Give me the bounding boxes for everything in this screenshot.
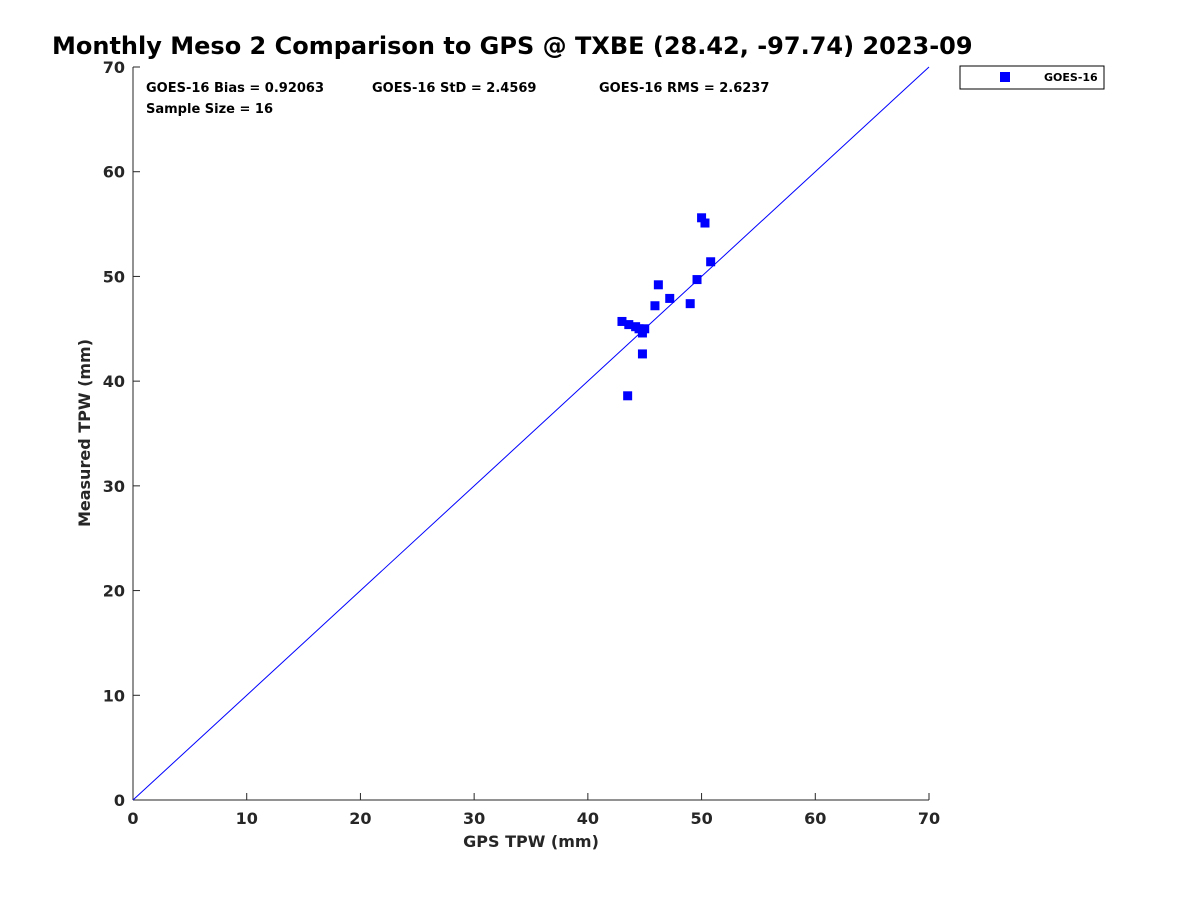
x-tick-label: 70	[918, 809, 940, 828]
legend: GOES-16	[959, 65, 1105, 90]
data-point	[623, 391, 633, 401]
data-point	[700, 218, 710, 228]
plot-area: 0 10 20 30 40 50 60 70 0 10 20 30 40 50 60 70	[103, 58, 940, 828]
data-point	[640, 324, 650, 334]
legend-label: GOES-16	[1044, 71, 1098, 84]
data-point	[685, 299, 695, 309]
sample-size-annotation: Sample Size = 16	[146, 102, 273, 117]
data-point	[692, 275, 702, 285]
x-axis-label: GPS TPW (mm)	[463, 832, 599, 851]
rms-annotation: GOES-16 RMS = 2.6237	[599, 81, 769, 96]
data-point	[650, 301, 660, 311]
y-tick-label: 0	[114, 791, 125, 810]
y-tick-label: 20	[103, 582, 125, 601]
legend-box	[959, 65, 1105, 90]
std-annotation: GOES-16 StD = 2.4569	[372, 81, 536, 96]
y-axis-label: Measured TPW (mm)	[75, 339, 94, 527]
chart-title: Monthly Meso 2 Comparison to GPS @ TXBE …	[52, 32, 973, 60]
x-tick-label: 60	[804, 809, 826, 828]
data-point	[617, 316, 627, 326]
data-point	[624, 320, 634, 330]
data-point	[665, 293, 675, 303]
y-tick-label: 70	[103, 58, 125, 77]
y-tick-label: 40	[103, 372, 125, 391]
y-tick-label: 10	[103, 686, 125, 705]
x-tick-label: 0	[127, 809, 138, 828]
y-tick-label: 50	[103, 267, 125, 286]
x-tick-label: 40	[577, 809, 599, 828]
legend-marker	[1000, 72, 1010, 82]
data-point	[697, 213, 707, 223]
data-point	[706, 257, 716, 267]
x-tick-label: 50	[690, 809, 712, 828]
y-tick-label: 60	[103, 163, 125, 182]
y-tick-label: 30	[103, 477, 125, 496]
x-tick-label: 10	[236, 809, 258, 828]
data-point	[637, 349, 647, 359]
data-point	[653, 280, 663, 290]
x-tick-label: 30	[463, 809, 485, 828]
bias-annotation: GOES-16 Bias = 0.92063	[146, 81, 324, 96]
data-point	[634, 324, 644, 334]
x-tick-label: 20	[349, 809, 371, 828]
one-to-one-line	[132, 66, 930, 801]
